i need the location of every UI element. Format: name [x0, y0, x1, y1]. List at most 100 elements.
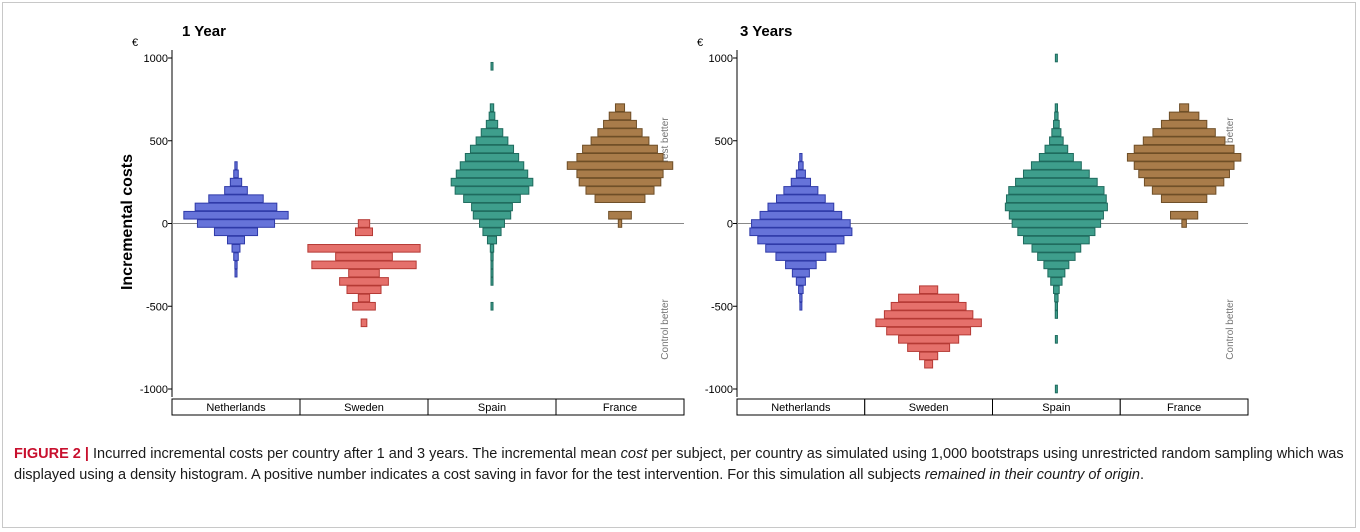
histogram-bin	[472, 210, 512, 220]
histogram-bin	[486, 235, 498, 245]
histogram-bin	[749, 227, 853, 237]
histogram-bin	[471, 202, 513, 212]
histogram-bin	[1143, 177, 1225, 187]
histogram-bin	[480, 128, 504, 137]
series-sweden	[875, 285, 982, 369]
histogram-bin	[1043, 260, 1070, 270]
category-label-spain: Spain	[478, 402, 506, 414]
histogram-bin	[566, 161, 674, 170]
category-label-netherlands: Netherlands	[206, 402, 266, 414]
histogram-bin	[1142, 136, 1226, 146]
histogram-bin	[614, 103, 626, 112]
series-spain	[450, 61, 534, 311]
histogram-bin	[757, 235, 845, 245]
histogram-bin	[1051, 128, 1062, 137]
histogram-bin	[208, 194, 264, 203]
y-tick-label: 0	[162, 219, 168, 231]
histogram-bin	[775, 194, 826, 203]
histogram-bin	[1160, 119, 1208, 129]
histogram-bin	[608, 111, 632, 121]
histogram-bin	[1004, 202, 1108, 212]
histogram-bin	[890, 301, 967, 311]
histogram-bin	[898, 293, 960, 303]
histogram-bin	[233, 169, 239, 179]
histogram-bin	[1179, 103, 1190, 112]
panel-title: 1 Year	[182, 23, 226, 40]
histogram-bin	[354, 227, 374, 237]
histogram-bin	[459, 161, 525, 170]
histogram-bin	[924, 359, 934, 369]
panel-2: -1000 -500 0 500 1000 €3 Years Test better Cont…	[697, 23, 1249, 416]
histogram-bin	[590, 136, 650, 146]
histogram-bin	[311, 260, 417, 270]
series-france	[1126, 103, 1242, 228]
histogram-bin	[357, 219, 371, 228]
histogram-bin	[617, 219, 623, 228]
histogram-bin	[582, 144, 658, 154]
histogram-bin	[194, 202, 278, 212]
histogram-bin	[1152, 128, 1216, 137]
histogram-bin	[795, 277, 806, 286]
histogram-bin	[490, 61, 494, 71]
caption-label: FIGURE 2 |	[14, 446, 89, 462]
caption-part-2: per subject, per country as simulated us…	[14, 446, 1344, 483]
histogram-bin	[765, 244, 837, 253]
histogram-bin	[490, 277, 494, 286]
histogram-bin	[1008, 210, 1104, 220]
histogram-bin	[1047, 268, 1066, 278]
histogram-bin	[1054, 301, 1059, 311]
histogram-bin	[775, 252, 827, 261]
histogram-bin	[1054, 310, 1059, 319]
histogram-bin	[783, 186, 819, 195]
histogram-bin	[1054, 103, 1059, 112]
histogram-bin	[183, 210, 289, 220]
histogram-bin	[1054, 293, 1059, 303]
histogram-bin	[213, 227, 259, 237]
histogram-bin	[1050, 277, 1063, 286]
y-tick-label: -1000	[705, 384, 733, 396]
histogram-bin	[790, 177, 812, 187]
histogram-bin	[454, 186, 530, 195]
histogram-bin	[360, 318, 368, 328]
histogram-bin	[785, 260, 817, 270]
histogram-bin	[226, 235, 246, 245]
histogram-bin	[352, 301, 376, 311]
histogram-bin	[1038, 152, 1074, 162]
caption-text: Incurred incremental costs per country a…	[14, 446, 1344, 483]
histogram-bin	[475, 136, 509, 146]
y-tick-label: -1000	[140, 384, 168, 396]
histogram-bin	[759, 210, 843, 220]
histogram-bin	[576, 169, 664, 179]
histogram-bin	[585, 186, 655, 195]
histogram-bin	[907, 343, 951, 352]
histogram-bin	[1133, 144, 1235, 154]
histogram-bin	[231, 244, 241, 253]
histogram-bin	[490, 260, 494, 270]
histogram-bin	[608, 210, 632, 220]
histogram-bin	[234, 161, 238, 170]
histogram-bin	[919, 351, 939, 361]
histogram-bin	[1008, 186, 1105, 195]
histogram-bin	[307, 244, 421, 253]
y-tick-label: -500	[711, 301, 733, 313]
caption-part-3: remained in their country of origin	[924, 467, 1140, 483]
histogram-bin	[233, 252, 239, 261]
histogram-bin	[1053, 119, 1060, 129]
histogram-bin	[1011, 219, 1102, 228]
histogram-bin	[1138, 169, 1230, 179]
y-tick-label: 500	[715, 136, 733, 148]
caption-part-0: Incurred incremental costs per country a…	[88, 446, 621, 462]
histogram-bin	[1005, 194, 1107, 203]
y-tick-label: 0	[727, 219, 733, 231]
histogram-bin	[1015, 177, 1098, 187]
histogram-bin	[576, 152, 664, 162]
histogram-bin	[196, 219, 276, 228]
histogram-bin	[482, 227, 502, 237]
histogram-bin	[229, 177, 243, 187]
histogram-bin	[1017, 227, 1096, 237]
histogram-bin	[1160, 194, 1208, 203]
histogram-bin	[1151, 186, 1217, 195]
region-label-test-better: Test better	[660, 117, 671, 164]
series-netherlands	[183, 161, 289, 278]
